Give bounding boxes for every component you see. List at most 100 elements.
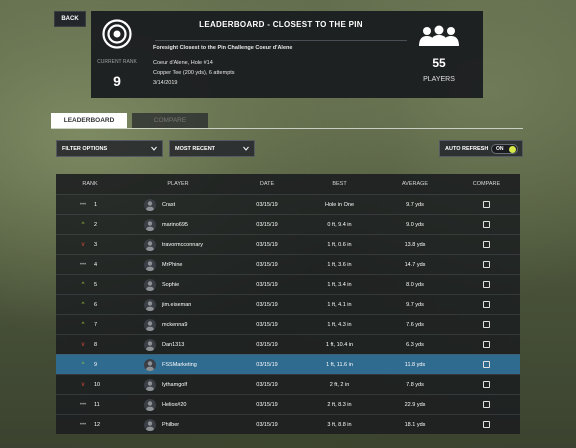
compare-checkbox[interactable]	[483, 421, 490, 428]
rank-value: 2	[94, 221, 98, 228]
player-name: mckenna9	[162, 321, 188, 328]
compare-cell	[453, 241, 520, 248]
player-cell: Philber	[124, 418, 232, 431]
tab-leaderboard[interactable]: LEADERBOARD	[51, 113, 127, 128]
best-cell: 1 ft, 3.6 in	[327, 261, 352, 268]
table-header: RANK PLAYER DATE BEST AVERAGE COMPARE	[56, 174, 520, 194]
user-avatar-icon	[144, 238, 156, 251]
compare-checkbox[interactable]	[483, 261, 490, 268]
trend-up-icon: ^	[81, 321, 85, 328]
compare-checkbox[interactable]	[483, 401, 490, 408]
filter-options-dropdown[interactable]: FILTER OPTIONS	[56, 140, 163, 157]
event-date: 3/14/2019	[153, 80, 178, 86]
compare-cell	[453, 281, 520, 288]
compare-checkbox[interactable]	[483, 281, 490, 288]
best-cell: 1 ft, 11.6 in	[326, 361, 353, 368]
user-avatar-icon	[144, 318, 156, 331]
title-divider	[155, 40, 407, 41]
best-cell: 2 ft, 8.3 in	[327, 401, 352, 408]
sort-dropdown[interactable]: MOST RECENT	[169, 140, 255, 157]
table-row[interactable]: ••• 1 Crast 03/15/19 Hole in One 9.7 yds	[56, 194, 520, 214]
table-row[interactable]: ••• 11 Heliox#20 03/15/19 2 ft, 8.3 in 22.9 y…	[56, 394, 520, 414]
rank-cell: v 10	[56, 382, 124, 388]
compare-checkbox[interactable]	[483, 301, 490, 308]
average-cell: 18.1 yds	[404, 421, 426, 428]
auto-refresh-toggle[interactable]: ON	[491, 144, 518, 154]
rank-value: 8	[94, 341, 98, 348]
player-cell: FSSMarketing	[124, 358, 232, 371]
average-cell: 8.0 yds	[406, 281, 424, 288]
tab-divider	[51, 128, 523, 129]
table-row[interactable]: v 10 lythamgolf 03/15/19 2 ft, 2 in 7.8 yds	[56, 374, 520, 394]
table-row[interactable]: ••• 4 MrPhine 03/15/19 1 ft, 3.6 in 14.7 yds	[56, 254, 520, 274]
date-cell: 03/15/19	[256, 241, 278, 248]
rank-value: 9	[94, 361, 98, 368]
date-cell: 03/15/19	[256, 201, 278, 208]
best-cell: 1 ft, 4.1 in	[327, 301, 352, 308]
best-cell: 1 ft, 4.3 in	[327, 321, 352, 328]
table-row[interactable]: ^ 7 mckenna9 03/15/19 1 ft, 4.3 in 7.6 yds	[56, 314, 520, 334]
rank-cell: ••• 1	[56, 202, 124, 208]
compare-checkbox[interactable]	[483, 361, 490, 368]
average-cell: 9.7 yds	[406, 301, 424, 308]
rank-cell: ^ 5	[56, 282, 124, 288]
table-row[interactable]: v 8 Dan1313 03/15/19 1 ft, 10.4 in 6.3 yds	[56, 334, 520, 354]
players-icon	[419, 25, 459, 46]
compare-checkbox[interactable]	[483, 381, 490, 388]
leaderboard-table: RANK PLAYER DATE BEST AVERAGE COMPARE ••…	[56, 174, 520, 434]
player-cell: Sophie	[124, 278, 232, 291]
trend-same-icon: •••	[79, 401, 87, 408]
best-cell: 1 ft, 0.6 in	[327, 241, 352, 248]
rank-cell: ^ 9	[56, 362, 124, 368]
compare-cell	[453, 321, 520, 328]
date-cell: 03/15/19	[256, 381, 278, 388]
compare-checkbox[interactable]	[483, 201, 490, 208]
rank-value: 4	[94, 261, 98, 268]
rank-value: 11	[94, 401, 100, 408]
rank-value: 10	[94, 381, 101, 388]
trend-up-icon: ^	[81, 301, 85, 308]
date-cell: 03/15/19	[256, 401, 278, 408]
player-cell: Crast	[124, 198, 232, 211]
compare-cell	[453, 361, 520, 368]
user-avatar-icon	[144, 198, 156, 211]
player-cell: Heliox#20	[124, 398, 232, 411]
rank-cell: ^ 6	[56, 302, 124, 308]
player-name: Crast	[162, 201, 176, 208]
compare-checkbox[interactable]	[483, 321, 490, 328]
trend-up-icon: ^	[81, 221, 85, 228]
rank-cell: ^ 7	[56, 322, 124, 328]
trend-up-icon: ^	[81, 281, 85, 288]
compare-checkbox[interactable]	[483, 241, 490, 248]
rank-value: 12	[94, 421, 101, 428]
player-cell: Dan1313	[124, 338, 232, 351]
table-row[interactable]: ^ 6 jim.eiseman 03/15/19 1 ft, 4.1 in 9.7 yds	[56, 294, 520, 314]
user-avatar-icon	[144, 218, 156, 231]
table-row[interactable]: ^ 2 marino695 03/15/19 0 ft, 9.4 in 9.0 yds	[56, 214, 520, 234]
user-avatar-icon	[144, 338, 156, 351]
header-compare: COMPARE	[472, 181, 501, 187]
chevron-down-icon	[243, 146, 249, 151]
player-name: Philber	[162, 421, 180, 428]
trend-down-icon: v	[81, 341, 85, 348]
trend-same-icon: •••	[79, 421, 87, 428]
table-row[interactable]: v 3 travormcconnary 03/15/19 1 ft, 0.6 in 13.…	[56, 234, 520, 254]
best-cell: 0 ft, 9.4 in	[327, 221, 352, 228]
table-row[interactable]: ^ 9 FSSMarketing 03/15/19 1 ft, 11.6 in 11.8 …	[56, 354, 520, 374]
player-name: marino695	[162, 221, 188, 228]
back-button[interactable]: BACK	[54, 11, 86, 27]
compare-cell	[453, 421, 520, 428]
average-cell: 22.9 yds	[404, 401, 426, 408]
tab-compare[interactable]: COMPARE	[132, 113, 208, 128]
table-row[interactable]: ^ 5 Sophie 03/15/19 1 ft, 3.4 in 8.0 yds	[56, 274, 520, 294]
current-rank-label: CURRENT RANK	[97, 59, 137, 65]
compare-checkbox[interactable]	[483, 341, 490, 348]
average-cell: 14.7 yds	[404, 261, 426, 268]
event-name: Foresight Closest to the Pin Challenge C…	[153, 45, 293, 51]
best-cell: 1 ft, 3.4 in	[327, 281, 352, 288]
compare-checkbox[interactable]	[483, 221, 490, 228]
table-row[interactable]: ••• 12 Philber 03/15/19 3 ft, 8.8 in 18.1 yds	[56, 414, 520, 434]
player-cell: travormcconnary	[124, 238, 232, 251]
